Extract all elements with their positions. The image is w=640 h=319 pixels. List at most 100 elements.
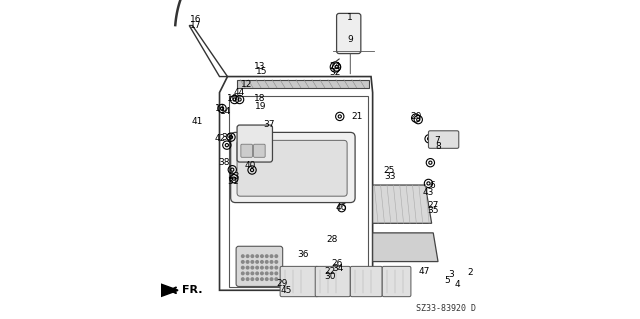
Circle shape: [270, 272, 273, 275]
FancyBboxPatch shape: [236, 246, 283, 286]
Text: 26: 26: [332, 259, 343, 268]
Circle shape: [260, 266, 263, 269]
Circle shape: [246, 261, 249, 263]
Text: 6: 6: [429, 181, 435, 189]
Circle shape: [251, 266, 253, 269]
Circle shape: [266, 255, 268, 257]
Text: FR.: FR.: [182, 285, 203, 295]
Circle shape: [270, 278, 273, 280]
Polygon shape: [372, 185, 431, 223]
Text: 9: 9: [348, 35, 353, 44]
Text: 41: 41: [191, 117, 203, 126]
FancyBboxPatch shape: [337, 13, 361, 54]
FancyBboxPatch shape: [350, 266, 382, 297]
Text: 20: 20: [410, 112, 421, 121]
Text: 32: 32: [330, 68, 341, 77]
Text: 40: 40: [244, 161, 255, 170]
Text: 8: 8: [435, 142, 441, 151]
Text: 47: 47: [419, 267, 430, 276]
Circle shape: [251, 272, 253, 275]
Text: 19: 19: [255, 102, 267, 111]
Text: 3: 3: [448, 271, 454, 279]
FancyBboxPatch shape: [428, 131, 459, 148]
FancyBboxPatch shape: [382, 266, 411, 297]
Polygon shape: [161, 284, 178, 297]
Circle shape: [246, 278, 249, 280]
Circle shape: [241, 272, 244, 275]
Circle shape: [251, 255, 253, 257]
Text: 22: 22: [324, 267, 335, 276]
Text: 23: 23: [228, 172, 239, 181]
Circle shape: [256, 261, 259, 263]
Text: 34: 34: [332, 264, 343, 273]
Circle shape: [241, 266, 244, 269]
Circle shape: [256, 255, 259, 257]
Text: 45: 45: [281, 286, 292, 295]
FancyBboxPatch shape: [280, 266, 319, 297]
Text: 13: 13: [253, 63, 265, 71]
Text: 17: 17: [190, 21, 202, 30]
Circle shape: [260, 261, 263, 263]
Circle shape: [241, 255, 244, 257]
Circle shape: [246, 272, 249, 275]
Text: 35: 35: [428, 206, 439, 215]
Text: 30: 30: [324, 272, 335, 281]
Text: 27: 27: [428, 201, 439, 210]
Text: 36: 36: [298, 250, 309, 259]
Circle shape: [266, 266, 268, 269]
Circle shape: [260, 255, 263, 257]
Circle shape: [241, 261, 244, 263]
Circle shape: [270, 255, 273, 257]
Text: 37: 37: [263, 120, 275, 129]
Text: 5: 5: [444, 276, 450, 285]
Circle shape: [241, 278, 244, 280]
Circle shape: [256, 278, 259, 280]
Text: 16: 16: [190, 15, 202, 24]
Text: 43: 43: [423, 188, 434, 197]
Text: 42: 42: [215, 134, 226, 143]
Text: 2: 2: [467, 268, 473, 277]
Text: 25: 25: [384, 166, 396, 175]
Polygon shape: [237, 80, 369, 88]
Circle shape: [256, 272, 259, 275]
Circle shape: [246, 266, 249, 269]
Circle shape: [270, 266, 273, 269]
Circle shape: [266, 272, 268, 275]
Circle shape: [266, 261, 268, 263]
Text: 44: 44: [234, 88, 245, 97]
FancyBboxPatch shape: [237, 140, 347, 196]
Circle shape: [275, 261, 278, 263]
Circle shape: [275, 278, 278, 280]
Circle shape: [260, 278, 263, 280]
FancyBboxPatch shape: [253, 144, 265, 157]
Text: 28: 28: [326, 235, 338, 244]
Text: 29: 29: [276, 279, 287, 288]
Polygon shape: [372, 233, 438, 262]
Circle shape: [251, 278, 253, 280]
Text: 12: 12: [241, 80, 252, 89]
Text: 4: 4: [454, 280, 460, 289]
Circle shape: [275, 255, 278, 257]
Text: 31: 31: [227, 177, 239, 186]
FancyBboxPatch shape: [237, 125, 273, 162]
Circle shape: [256, 266, 259, 269]
Text: 18: 18: [253, 94, 265, 103]
Circle shape: [260, 272, 263, 275]
Circle shape: [251, 261, 253, 263]
Text: 46: 46: [336, 204, 348, 212]
Text: 39: 39: [221, 133, 233, 142]
Text: 24: 24: [330, 63, 341, 71]
Text: 15: 15: [256, 67, 268, 76]
Circle shape: [266, 278, 268, 280]
Text: 10: 10: [227, 94, 238, 103]
Text: 21: 21: [351, 112, 362, 121]
FancyBboxPatch shape: [316, 266, 350, 297]
Text: 7: 7: [435, 136, 440, 145]
Text: 33: 33: [384, 172, 396, 181]
Text: 38: 38: [218, 158, 229, 167]
Circle shape: [275, 266, 278, 269]
FancyBboxPatch shape: [241, 144, 252, 157]
FancyBboxPatch shape: [230, 132, 355, 203]
Circle shape: [275, 272, 278, 275]
Text: 11: 11: [215, 104, 226, 113]
